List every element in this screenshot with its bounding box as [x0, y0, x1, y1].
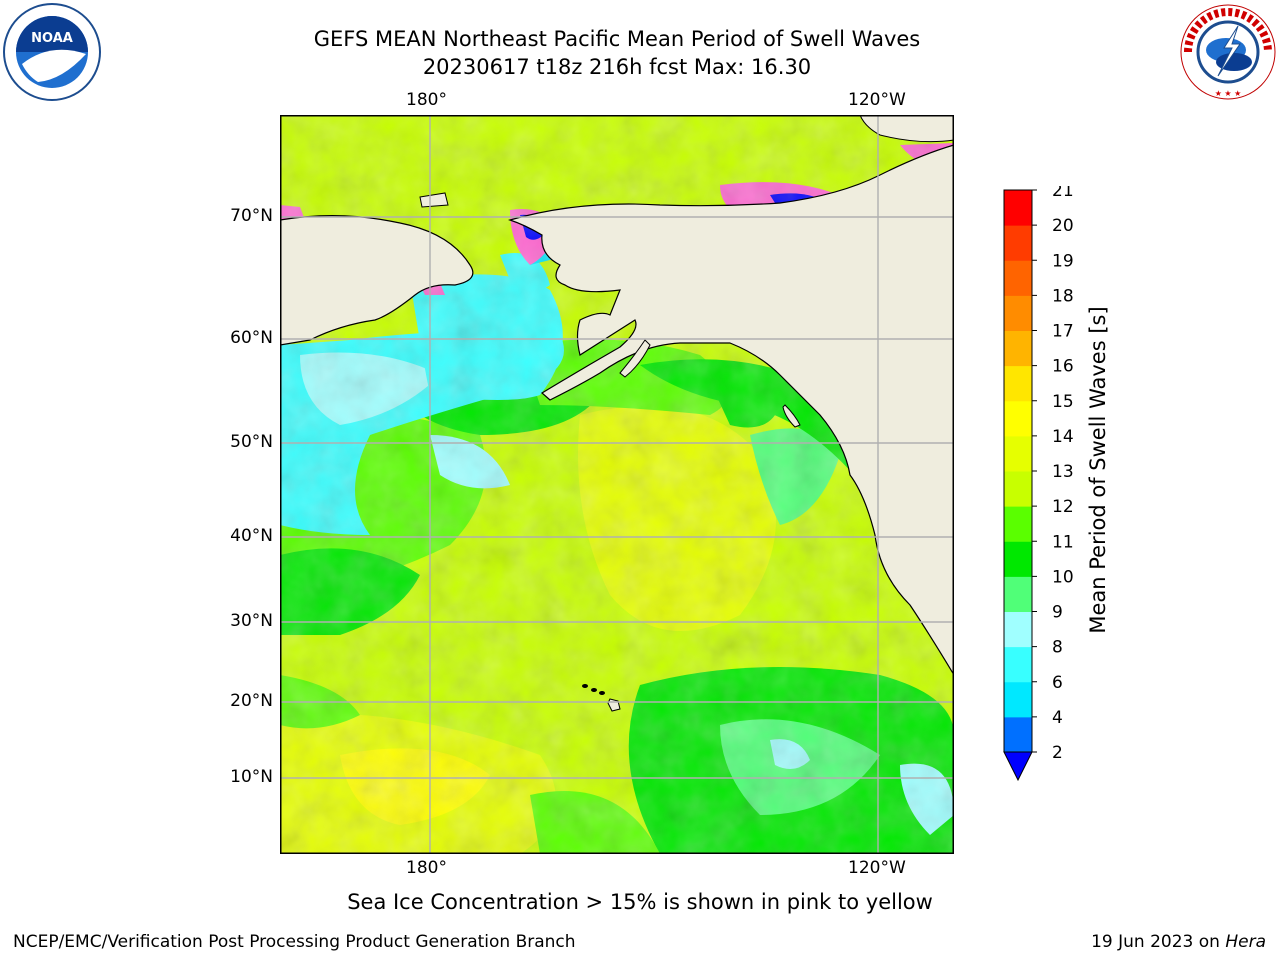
colorbar-segment — [1004, 646, 1032, 683]
lon-label-top-180: 180° — [406, 90, 447, 110]
colorbar-segment — [1004, 260, 1032, 296]
lon-label-bottom-180: 180° — [406, 858, 447, 878]
chart-subtitle: 20230617 t18z 216h fcst Max: 16.30 — [422, 55, 812, 79]
run-date: 19 Jun 2023 on Hera — [1091, 932, 1266, 952]
colorbar-segment — [1004, 716, 1032, 753]
colorbar-extend-low — [1003, 751, 1033, 782]
colorbar-segment — [1004, 330, 1032, 367]
colorbar-tick-label: 12 — [1052, 497, 1074, 517]
colorbar-segment — [1004, 611, 1032, 648]
colorbar-tick-label: 18 — [1052, 286, 1074, 306]
colorbar-tick-label: 16 — [1052, 357, 1074, 377]
noaa-logo-icon: NOAA — [3, 3, 101, 101]
colorbar-segment — [1004, 400, 1032, 437]
svg-text:★ ★ ★: ★ ★ ★ — [1215, 89, 1242, 98]
colorbar-tick-label: 13 — [1052, 462, 1074, 482]
colorbar-tick-label: 11 — [1052, 532, 1074, 552]
lat-label-60n: 60°N — [230, 328, 273, 348]
colorbar-tick-label: 17 — [1052, 322, 1074, 342]
swell-period-map — [280, 115, 954, 854]
colorbar-tick-label: 10 — [1052, 567, 1074, 587]
colorbar-tick-label: 4 — [1052, 708, 1063, 728]
producer-credit: NCEP/EMC/Verification Post Processing Pr… — [13, 932, 576, 952]
colorbar-segment — [1004, 190, 1032, 226]
colorbar-segment — [1004, 365, 1032, 402]
colorbar-segment — [1004, 295, 1032, 331]
colorbar-tick-label: 19 — [1052, 251, 1074, 271]
colorbar-tick-label: 15 — [1052, 392, 1074, 412]
svg-text:NOAA: NOAA — [31, 31, 73, 46]
chart-title: GEFS MEAN Northeast Pacific Mean Period … — [313, 27, 921, 51]
colorbar-tick-label: 2 — [1052, 743, 1063, 763]
colorbar-segment — [1004, 541, 1032, 577]
colorbar-segment — [1004, 506, 1032, 542]
host-name: Hera — [1225, 932, 1266, 952]
colorbar: 2 4 6 8 9 10 11 12 13 14 15 16 17 18 19 20 21 — [1003, 186, 1074, 782]
lon-label-bottom-120w: 120°W — [848, 858, 906, 878]
lon-label-top-120w: 120°W — [848, 90, 906, 110]
colorbar-tick-label: 20 — [1052, 216, 1074, 236]
lat-label-70n: 70°N — [230, 206, 273, 226]
run-date-text: 19 Jun 2023 on — [1091, 932, 1226, 952]
lat-label-10n: 10°N — [230, 767, 273, 787]
lat-label-50n: 50°N — [230, 432, 273, 452]
lat-label-30n: 30°N — [230, 611, 273, 631]
colorbar-tick-label: 14 — [1052, 427, 1074, 447]
colorbar-segment — [1004, 681, 1032, 718]
colorbar-tick-label: 6 — [1052, 673, 1063, 693]
nws-logo-icon: ★ ★ ★ — [1180, 4, 1276, 100]
colorbar-tick-label: 21 — [1052, 186, 1074, 201]
lat-label-40n: 40°N — [230, 526, 273, 546]
sea-ice-note: Sea Ice Concentration > 15% is shown in … — [347, 890, 933, 914]
colorbar-segment — [1004, 576, 1032, 612]
colorbar-tick-label: 9 — [1052, 603, 1063, 623]
colorbar-tick-label: 8 — [1052, 638, 1063, 658]
colorbar-segment — [1004, 225, 1032, 261]
colorbar-label: Mean Period of Swell Waves [s] — [1086, 306, 1110, 634]
colorbar-segment — [1004, 435, 1032, 472]
colorbar-segment — [1004, 471, 1032, 507]
lat-label-20n: 20°N — [230, 691, 273, 711]
